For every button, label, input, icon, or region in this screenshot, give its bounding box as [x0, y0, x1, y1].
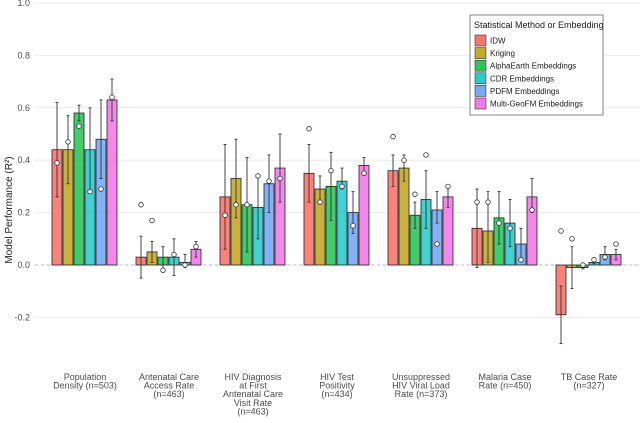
data-point — [558, 228, 564, 234]
legend-swatch — [474, 34, 487, 47]
x-category-label: Rate (n=450) — [479, 381, 532, 391]
data-point — [182, 262, 188, 268]
bar-cdr-embeddings — [336, 180, 348, 266]
legend-label: Kriging — [490, 49, 515, 58]
data-point — [361, 170, 367, 176]
x-category-label: HIV Viral Load — [392, 381, 450, 391]
legend-label: CDR Embeddings — [490, 74, 554, 83]
legend-swatch — [474, 97, 487, 110]
data-point — [339, 183, 345, 190]
x-category-label: Positivity — [319, 381, 355, 391]
y-tick-label: 0.6 — [17, 103, 30, 113]
x-category-label: Access Rate — [144, 381, 195, 391]
data-point — [160, 267, 166, 273]
legend-swatch — [474, 72, 487, 85]
data-point — [171, 251, 177, 258]
x-category-label: Density (n=503) — [53, 381, 117, 391]
data-point — [138, 202, 144, 208]
data-point — [109, 94, 115, 101]
bar-multi-geofm-embeddings — [106, 99, 118, 266]
data-point — [306, 126, 312, 132]
data-point — [76, 123, 82, 129]
legend-label: AlphaEarth Embeddings — [490, 62, 576, 71]
y-axis-ticks: 1.0 0.8 0.6 0.4 0.2 0.0 -0.2 — [14, 0, 30, 322]
data-point — [233, 202, 239, 208]
y-tick-label: 0.4 — [17, 155, 30, 165]
x-category-label: (n=327) — [573, 381, 604, 391]
data-point — [412, 191, 418, 197]
data-point — [65, 139, 71, 145]
y-axis-label: Model Performance (R²) — [4, 156, 15, 263]
data-point — [328, 167, 334, 174]
data-point — [485, 199, 491, 205]
bar-multi-geofm-embeddings — [358, 165, 370, 266]
legend-swatch — [474, 85, 487, 97]
x-category-label: TB Case Rate — [561, 372, 618, 382]
bar-kriging — [398, 167, 410, 266]
legend: Statistical Method or Embedding IDW Krigi… — [469, 14, 604, 116]
data-point — [591, 257, 597, 263]
data-point — [317, 199, 323, 205]
legend-box — [469, 14, 604, 116]
data-point — [266, 178, 272, 184]
legend-title: Statistical Method or Embedding — [474, 20, 604, 30]
data-point — [149, 217, 155, 224]
data-point — [613, 241, 619, 247]
x-category-label: (n=463) — [237, 406, 268, 416]
x-category-label: (n=434) — [321, 389, 352, 399]
data-point — [401, 157, 407, 163]
data-point — [445, 183, 451, 190]
data-point — [474, 199, 480, 205]
x-category-label: Population — [64, 372, 107, 382]
data-point — [193, 243, 199, 250]
data-point — [54, 160, 60, 166]
y-tick-label: -0.2 — [14, 312, 30, 322]
data-point — [350, 222, 356, 229]
x-category-label: at First — [239, 381, 267, 391]
data-point — [507, 225, 513, 232]
data-point — [244, 202, 250, 208]
legend-label: PDFM Embeddings — [490, 87, 559, 96]
x-category-label: HIV Test — [320, 372, 354, 382]
data-point — [277, 175, 283, 182]
x-category-label: HIV Diagnosis — [224, 372, 282, 382]
y-tick-label: 0.0 — [17, 260, 30, 270]
data-point — [496, 220, 502, 226]
data-point — [518, 257, 524, 263]
x-category-label: Unsuppressed — [392, 372, 450, 382]
legend-swatch — [474, 47, 487, 59]
legend-label: Multi-GeoFM Embeddings — [490, 100, 583, 109]
data-point — [87, 188, 93, 195]
data-point — [390, 133, 396, 140]
data-point — [602, 254, 608, 260]
data-point — [580, 262, 586, 268]
x-category-label: Visit Rate — [234, 398, 272, 408]
data-point — [423, 152, 429, 158]
x-category-label: (n=463) — [153, 389, 184, 399]
y-tick-label: 0.8 — [17, 50, 30, 60]
data-point — [222, 212, 228, 218]
data-point — [434, 241, 440, 247]
legend-swatch — [474, 59, 487, 72]
x-category-label: Antenatal Care — [139, 372, 199, 382]
data-point — [569, 236, 575, 242]
data-point — [255, 173, 261, 179]
y-tick-label: 0.2 — [17, 208, 30, 218]
y-tick-label: 1.0 — [17, 0, 30, 8]
data-point — [98, 186, 104, 192]
legend-label: IDW — [490, 37, 506, 46]
data-point — [529, 207, 535, 213]
x-category-label: Antenatal Care — [223, 389, 283, 399]
bar-alphaearth-embeddings — [73, 112, 85, 266]
bars — [51, 78, 622, 345]
x-category-label: Malaria Case — [478, 372, 531, 382]
x-category-label: Rate (n=373) — [395, 389, 448, 399]
